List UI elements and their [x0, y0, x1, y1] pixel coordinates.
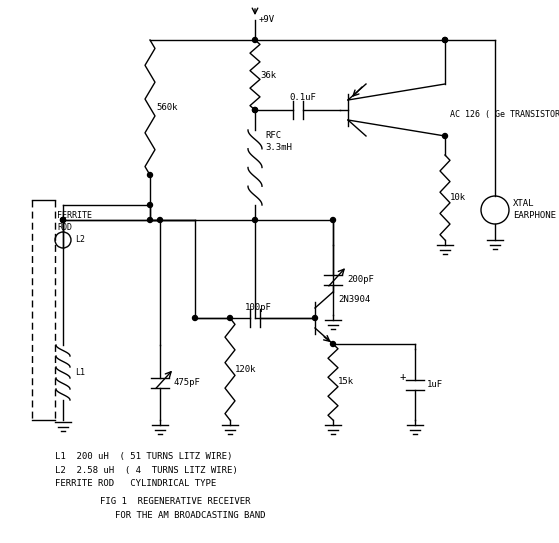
Circle shape: [443, 134, 448, 138]
Text: 1uF: 1uF: [427, 380, 443, 389]
Circle shape: [148, 203, 153, 207]
Text: 100pF: 100pF: [245, 302, 272, 312]
Text: 2N3904: 2N3904: [338, 295, 370, 305]
Text: L1  200 uH  ( 51 TURNS LITZ WIRE): L1 200 uH ( 51 TURNS LITZ WIRE): [55, 451, 233, 460]
Text: 3.3mH: 3.3mH: [265, 143, 292, 153]
Text: 475pF: 475pF: [174, 378, 201, 387]
Circle shape: [312, 315, 318, 320]
Text: 560k: 560k: [156, 103, 178, 112]
Circle shape: [192, 315, 197, 320]
Circle shape: [253, 218, 258, 223]
Circle shape: [60, 218, 65, 223]
Circle shape: [443, 37, 448, 42]
Text: RFC: RFC: [265, 130, 281, 140]
Text: FERRITE: FERRITE: [57, 211, 92, 219]
Circle shape: [253, 37, 258, 42]
Text: 120k: 120k: [235, 364, 257, 374]
Text: 15k: 15k: [338, 377, 354, 387]
Text: XTAL: XTAL: [513, 199, 534, 207]
Circle shape: [330, 218, 335, 223]
Circle shape: [253, 108, 258, 112]
Text: L1: L1: [75, 368, 85, 377]
Text: +: +: [400, 371, 406, 382]
Circle shape: [330, 342, 335, 346]
Circle shape: [443, 37, 448, 42]
Text: +9V: +9V: [259, 16, 275, 24]
Text: EARPHONE: EARPHONE: [513, 212, 556, 220]
Circle shape: [148, 173, 153, 178]
Text: FIG 1  REGENERATIVE RECEIVER: FIG 1 REGENERATIVE RECEIVER: [100, 497, 250, 507]
Text: ROD: ROD: [57, 223, 72, 231]
Text: 36k: 36k: [260, 71, 276, 79]
Text: 0.1uF: 0.1uF: [290, 93, 316, 103]
Circle shape: [228, 315, 233, 320]
Text: L2  2.58 uH  ( 4  TURNS LITZ WIRE): L2 2.58 uH ( 4 TURNS LITZ WIRE): [55, 465, 238, 475]
Circle shape: [60, 218, 65, 223]
Circle shape: [148, 218, 153, 223]
Text: L2: L2: [75, 236, 85, 244]
Text: FERRITE ROD   CYLINDRICAL TYPE: FERRITE ROD CYLINDRICAL TYPE: [55, 479, 216, 489]
Text: AC 126 ( Ge TRANSISTOR): AC 126 ( Ge TRANSISTOR): [450, 110, 559, 119]
Circle shape: [253, 108, 258, 112]
Text: FOR THE AM BROADCASTING BAND: FOR THE AM BROADCASTING BAND: [115, 510, 266, 520]
Text: 200pF: 200pF: [347, 275, 374, 285]
Text: 10k: 10k: [450, 193, 466, 202]
Circle shape: [158, 218, 163, 223]
